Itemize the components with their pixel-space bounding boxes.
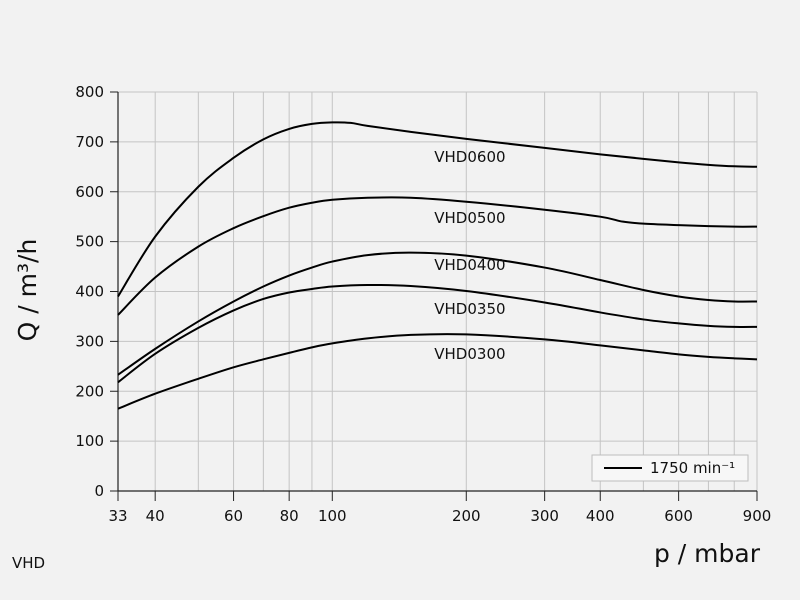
footer-series-label: VHD [12,554,46,572]
x-tick-label: 400 [586,507,615,525]
series-line-vhd0400 [117,251,758,376]
curve-label-vhd0400: VHD0400 [434,256,505,274]
x-tick-label: 200 [452,507,481,525]
x-tick-label: 80 [280,507,299,525]
legend-label: 1750 min⁻¹ [650,459,735,477]
y-tick-label: 300 [75,332,104,350]
y-tick-label: 0 [94,482,104,500]
curve-label-vhd0500: VHD0500 [434,209,505,227]
series-line-vhd0600 [117,121,758,298]
curve-label-vhd0350: VHD0350 [434,300,505,318]
y-tick-label: 100 [75,432,104,450]
series-line-vhd0500 [117,196,758,316]
y-tick-label: 700 [75,133,104,151]
y-tick-label: 200 [75,382,104,400]
x-tick-label: 900 [743,507,772,525]
series-line-vhd0300 [117,333,758,410]
y-tick-label: 500 [75,233,104,251]
curve-label-vhd0300: VHD0300 [434,345,505,363]
y-tick-label: 400 [75,283,104,301]
curve-label-vhd0600: VHD0600 [434,148,505,166]
y-tick-label: 600 [75,183,104,201]
y-tick-label: 800 [75,83,104,101]
x-axis-label: p / mbar [654,539,761,568]
series-line-vhd0350 [117,283,758,384]
x-tick-label: 600 [664,507,693,525]
x-tick-label: 300 [530,507,559,525]
x-tick-label: 33 [108,507,127,525]
x-tick-label: 40 [146,507,165,525]
y-axis-label: Q / m³/h [13,239,42,342]
x-tick-label: 100 [318,507,347,525]
x-tick-label: 60 [224,507,243,525]
